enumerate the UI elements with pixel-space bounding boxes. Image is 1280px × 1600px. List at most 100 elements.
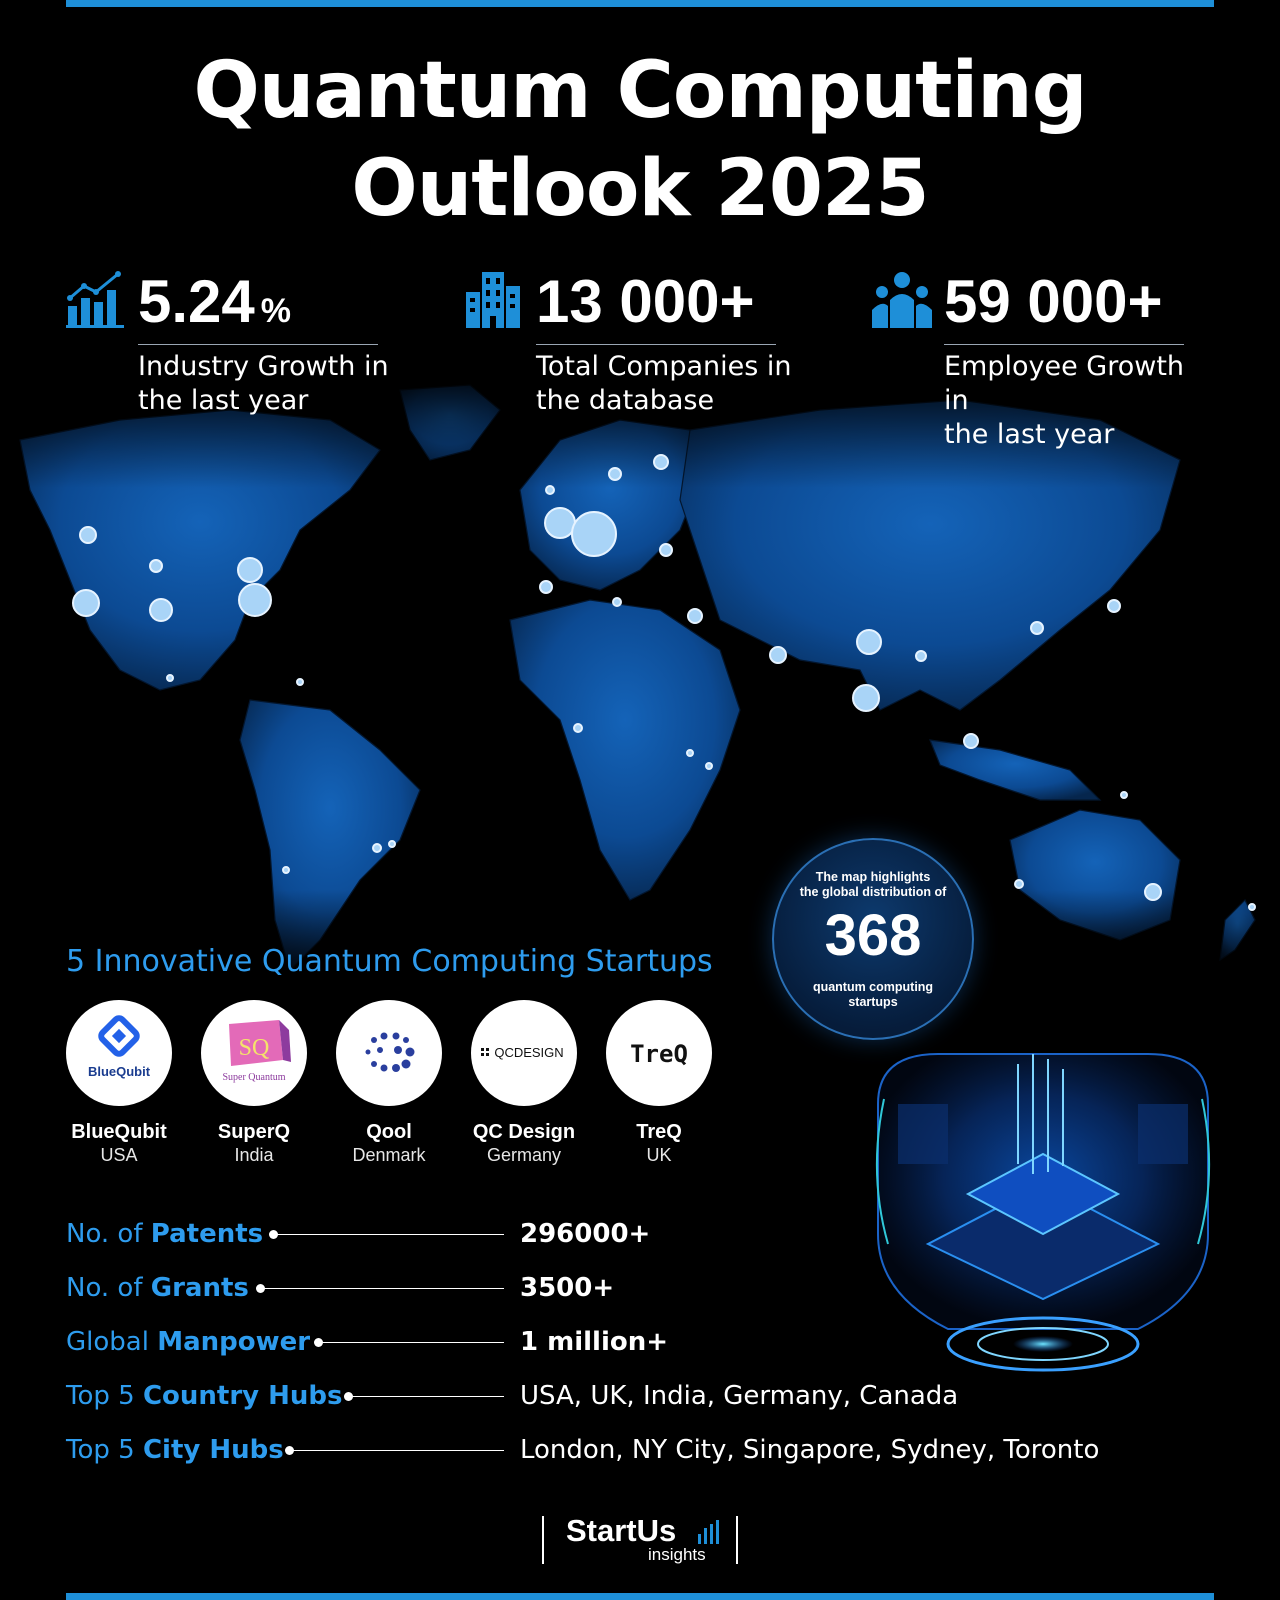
map-marker	[1014, 879, 1024, 889]
fact-label: Top 5 Country Hubs	[66, 1381, 343, 1411]
callout-number: 368	[824, 903, 922, 968]
map-marker	[612, 597, 622, 607]
stat-unit: %	[260, 292, 292, 330]
fact-grants: No. of Grants 3500+	[66, 1270, 1206, 1310]
fact-label: No. of Grants	[66, 1273, 249, 1303]
startup-card-qcdesign: QCDESIGN QC Design Germany	[471, 1000, 577, 1166]
connector-dot	[256, 1284, 265, 1293]
map-marker	[573, 723, 583, 733]
stat-value: 5.24%	[138, 268, 292, 335]
map-marker	[705, 762, 713, 770]
callout-outro: quantum computing startups	[812, 980, 934, 1009]
map-marker	[545, 485, 555, 495]
map-marker	[769, 646, 787, 664]
startup-name: Qool	[366, 1121, 412, 1143]
map-marker	[1248, 903, 1256, 911]
map-marker	[963, 733, 979, 749]
fact-value: 1 million+	[520, 1327, 669, 1357]
connector-line	[349, 1396, 504, 1397]
map-marker	[388, 840, 396, 848]
map-marker	[539, 580, 553, 594]
map-marker	[856, 629, 882, 655]
connector-line	[290, 1450, 504, 1451]
bluequbit-logo: BlueQubit	[66, 1000, 172, 1106]
fact-country-hubs: Top 5 Country Hubs USA, UK, India, Germa…	[66, 1378, 1206, 1418]
top-accent-bar	[66, 0, 1214, 7]
map-marker	[1030, 621, 1044, 635]
map-marker	[237, 557, 263, 583]
fact-value: London, NY City, Singapore, Sydney, Toro…	[520, 1435, 1100, 1465]
startup-name: QC Design	[472, 1121, 576, 1143]
callout-intro: The map highlights the global distributio…	[799, 870, 947, 899]
fact-city-hubs: Top 5 City Hubs London, NY City, Singapo…	[66, 1432, 1206, 1472]
svg-text:SQ: SQ	[239, 1035, 270, 1061]
map-marker	[296, 678, 304, 686]
map-marker	[915, 650, 927, 662]
map-marker	[1107, 599, 1121, 613]
map-marker	[1120, 791, 1128, 799]
map-marker	[686, 749, 694, 757]
stat-divider	[944, 344, 1184, 345]
fact-label: No. of Patents	[66, 1219, 264, 1249]
treq-logo: TreQ	[606, 1000, 712, 1106]
startup-card-treq: TreQ TreQ UK	[606, 1000, 712, 1166]
startup-country: USA	[100, 1145, 138, 1165]
startup-name: TreQ	[636, 1121, 682, 1143]
stat-divider	[138, 344, 378, 345]
people-icon	[872, 272, 932, 328]
stat-value: 59 000+	[944, 268, 1163, 335]
connector-line	[274, 1234, 504, 1235]
map-marker	[571, 511, 617, 557]
startus-insights-logo: StartUs insights	[542, 1514, 738, 1566]
qcdesign-logo: QCDESIGN	[471, 1000, 577, 1106]
fact-value: 296000+	[520, 1219, 651, 1249]
startup-country: Denmark	[352, 1145, 426, 1165]
map-marker	[608, 467, 622, 481]
stat-value: 13 000+	[536, 268, 755, 335]
svg-text:Super Quantum: Super Quantum	[222, 1072, 285, 1083]
fact-patents: No. of Patents 296000+	[66, 1216, 1206, 1256]
brand-divider	[542, 1516, 544, 1564]
stat-label: Total Companies in the database	[536, 351, 792, 416]
section-title-startups: 5 Innovative Quantum Computing Startups	[66, 944, 713, 979]
map-marker	[372, 843, 382, 853]
map-marker	[653, 454, 669, 470]
connector-dot	[285, 1446, 294, 1455]
startup-name: BlueQubit	[71, 1121, 167, 1143]
title-line-1: Quantum Computing	[193, 46, 1087, 136]
map-marker	[687, 608, 703, 624]
page-title: Quantum Computing Outlook 2025	[0, 42, 1280, 238]
brand-divider	[736, 1516, 738, 1564]
svg-text:TreQ: TreQ	[630, 1040, 688, 1068]
connector-dot	[269, 1230, 278, 1239]
map-marker	[166, 674, 174, 682]
connector-line	[319, 1342, 504, 1343]
startup-card-superq: SQ Super Quantum SuperQ India	[201, 1000, 307, 1166]
fact-label: Global Manpower	[66, 1327, 311, 1357]
fact-value: USA, UK, India, Germany, Canada	[520, 1381, 959, 1411]
map-marker	[544, 507, 576, 539]
superq-logo: SQ Super Quantum	[201, 1000, 307, 1106]
svg-text:BlueQubit: BlueQubit	[88, 1064, 151, 1079]
bottom-accent-bar	[66, 1593, 1214, 1600]
qool-logo	[336, 1000, 442, 1106]
quantum-chip-illustration	[875, 1053, 1211, 1372]
svg-text:QCDESIGN: QCDESIGN	[494, 1045, 563, 1060]
building-icon	[466, 272, 520, 328]
fact-value: 3500+	[520, 1273, 615, 1303]
startup-country: UK	[646, 1145, 672, 1165]
map-marker	[1144, 883, 1162, 901]
startup-card-bluequbit: BlueQubit BlueQubit USA	[66, 1000, 172, 1166]
startup-name: SuperQ	[217, 1121, 291, 1143]
fact-label: Top 5 City Hubs	[66, 1435, 284, 1465]
connector-dot	[344, 1392, 353, 1401]
stat-divider	[536, 344, 776, 345]
startup-count-callout: The map highlights the global distributio…	[772, 838, 974, 1040]
map-marker	[852, 684, 880, 712]
startup-country: India	[234, 1145, 274, 1165]
title-line-2: Outlook 2025	[351, 144, 929, 234]
connector-dot	[314, 1338, 323, 1347]
startup-country: Germany	[486, 1145, 562, 1165]
bar-chart-icon	[698, 1520, 719, 1544]
connector-line	[261, 1288, 504, 1289]
